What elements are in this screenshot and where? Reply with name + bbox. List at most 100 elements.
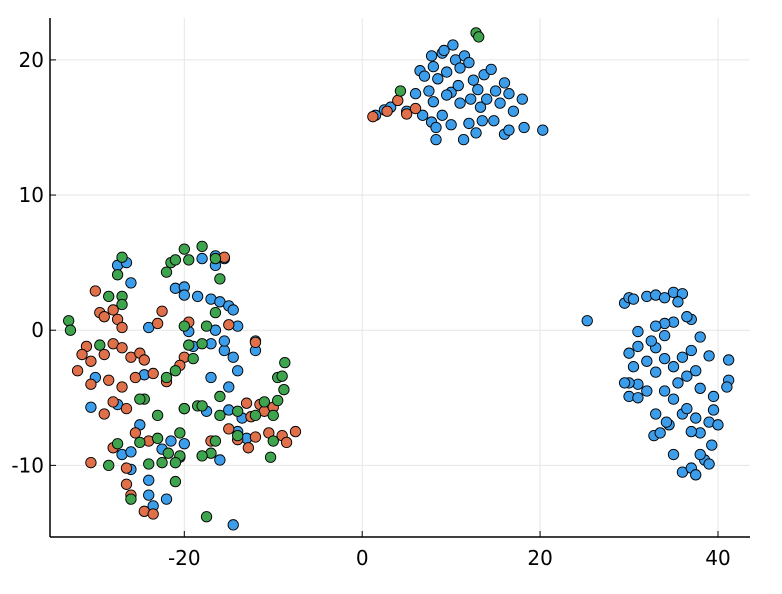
data-point-series-1 (85, 457, 97, 469)
data-point-series-0 (489, 85, 502, 97)
data-point-series-1 (98, 408, 110, 420)
data-point-series-1 (120, 478, 133, 490)
data-point-series-0 (650, 408, 662, 420)
data-point-series-0 (485, 63, 497, 76)
data-point-series-0 (218, 335, 230, 347)
data-point-series-2 (111, 438, 124, 450)
data-point-series-1 (223, 319, 235, 331)
data-point-series-1 (242, 442, 254, 454)
data-point-series-2 (169, 365, 182, 377)
data-point-series-2 (125, 493, 137, 505)
data-point-series-1 (249, 336, 262, 349)
data-point-series-0 (503, 88, 515, 100)
data-point-series-0 (685, 344, 697, 357)
data-point-series-2 (214, 390, 226, 403)
data-point-series-0 (427, 96, 440, 108)
data-point-series-0 (658, 352, 671, 365)
data-point-series-0 (488, 115, 500, 127)
data-point-series-0 (441, 66, 453, 78)
data-point-series-2 (196, 338, 208, 350)
data-point-series-0 (438, 44, 450, 57)
data-point-series-0 (227, 351, 239, 363)
data-point-series-2 (169, 254, 182, 266)
data-point-series-0 (632, 325, 644, 338)
data-point-series-0 (690, 365, 702, 377)
data-point-series-1 (129, 371, 142, 384)
data-point-series-0 (667, 361, 680, 373)
data-point-series-0 (125, 277, 137, 289)
data-point-series-1 (401, 108, 413, 120)
data-point-series-0 (191, 290, 204, 303)
data-point-series-0 (223, 381, 235, 393)
data-point-series-0 (481, 93, 493, 105)
data-point-series-0 (632, 340, 644, 353)
data-point-series-2 (209, 435, 222, 447)
data-point-series-0 (658, 292, 671, 304)
data-point-series-0 (623, 347, 635, 359)
data-point-series-0 (507, 105, 520, 117)
data-point-series-2 (196, 450, 208, 462)
data-point-series-0 (667, 448, 680, 461)
data-point-series-0 (703, 458, 715, 470)
data-point-series-0 (694, 382, 706, 394)
data-point-series-2 (214, 409, 226, 422)
data-point-series-0 (430, 133, 442, 146)
data-point-series-1 (107, 304, 119, 316)
data-point-series-2 (187, 352, 199, 365)
data-point-series-2 (272, 394, 284, 407)
data-point-series-1 (98, 348, 110, 361)
data-point-series-0 (445, 119, 457, 131)
data-point-series-2 (279, 356, 291, 369)
data-point-series-1 (249, 431, 262, 443)
data-point-series-1 (138, 354, 150, 366)
data-point-series-0 (178, 438, 190, 450)
data-point-series-0 (418, 70, 431, 82)
data-point-series-1 (85, 355, 97, 367)
data-point-series-2 (209, 306, 222, 319)
data-point-series-0 (654, 427, 666, 439)
data-point-series-0 (721, 381, 733, 393)
data-point-series-0 (227, 304, 239, 316)
data-point-series-2 (116, 298, 128, 311)
data-point-series-1 (116, 342, 128, 354)
data-point-series-1 (151, 317, 164, 330)
data-point-series-0 (694, 448, 706, 461)
data-point-series-2 (196, 400, 208, 412)
data-point-series-2 (232, 405, 244, 417)
data-point-series-2 (103, 290, 115, 303)
data-point-series-0 (85, 401, 97, 413)
data-point-series-0 (681, 402, 693, 415)
data-point-series-0 (537, 124, 549, 136)
data-point-series-0 (227, 519, 239, 531)
data-point-series-0 (205, 371, 217, 384)
data-point-series-0 (474, 101, 487, 113)
data-point-series-2 (64, 324, 77, 336)
data-point-series-0 (632, 392, 644, 404)
data-point-series-0 (690, 412, 702, 424)
data-point-series-0 (430, 121, 442, 134)
data-point-series-0 (423, 85, 435, 97)
data-point-series-1 (98, 311, 110, 323)
data-point-series-1 (392, 94, 404, 107)
data-point-series-0 (723, 354, 735, 366)
data-point-series-1 (223, 423, 235, 435)
data-point-series-0 (498, 77, 511, 89)
data-point-series-2 (134, 393, 146, 405)
y-tick-label: 10 (19, 183, 44, 207)
data-point-series-0 (470, 127, 482, 139)
data-point-series-0 (706, 439, 718, 451)
data-point-series-2 (178, 243, 190, 255)
data-point-series-2 (103, 459, 115, 472)
data-point-series-0 (658, 329, 671, 342)
x-tick-label: 40 (705, 546, 730, 570)
data-point-series-2 (178, 402, 190, 415)
data-point-series-0 (467, 74, 480, 86)
data-point-series-2 (160, 266, 173, 278)
data-point-series-0 (436, 109, 448, 121)
data-point-series-0 (165, 435, 177, 447)
data-point-series-2 (94, 339, 106, 351)
data-point-series-2 (249, 409, 262, 422)
data-point-series-0 (457, 133, 470, 146)
data-point-series-0 (627, 293, 640, 305)
